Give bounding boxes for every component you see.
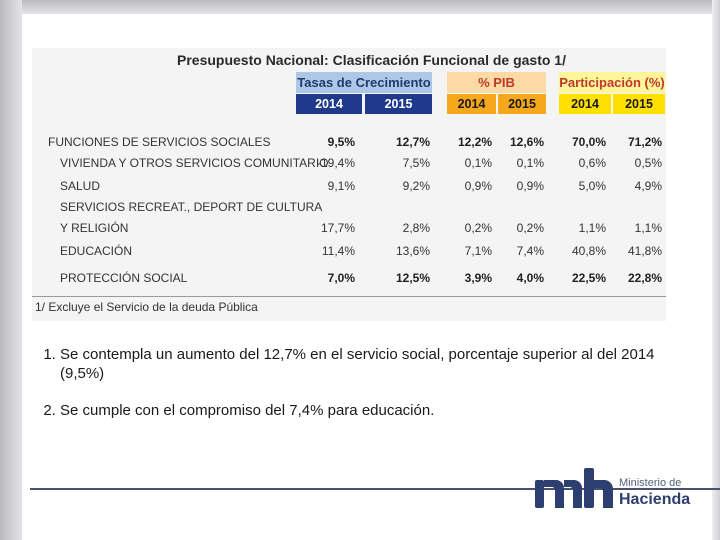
header-pib: % PIB — [447, 72, 546, 93]
table-cell: 3,9% — [464, 271, 492, 285]
note-item: Se contempla un aumento del 12,7% en el … — [60, 345, 660, 383]
slide-frame-top — [0, 0, 720, 14]
table-cell: 71,2% — [627, 135, 662, 149]
table-cell: 0,1% — [516, 156, 544, 170]
year-header: 2015 — [498, 94, 546, 114]
table-cell: 22,8% — [627, 271, 662, 285]
table-cell: 13,6% — [395, 244, 430, 258]
table-cell: 2,8% — [402, 221, 430, 235]
slide-frame-left — [0, 0, 22, 540]
slide-frame-right — [712, 0, 720, 540]
logo-line2: Hacienda — [619, 491, 690, 508]
header-participacion: Participación (%) — [559, 72, 665, 93]
table-cell: 5,0% — [578, 179, 606, 193]
table-cell: 7,0% — [327, 271, 355, 285]
table-cell: 4,0% — [516, 271, 544, 285]
table-cell: 4,9% — [634, 179, 662, 193]
table-cell: 12,7% — [395, 135, 430, 149]
table-cell: -19,4% — [316, 156, 355, 170]
row-label: FUNCIONES DE SERVICIOS SOCIALES — [48, 135, 271, 149]
table-cell: 12,6% — [509, 135, 544, 149]
row-label: EDUCACIÓN — [60, 244, 133, 258]
table-cell: 0,9% — [516, 179, 544, 193]
table-cell: 7,5% — [402, 156, 430, 170]
table-cell: 0,9% — [464, 179, 492, 193]
table-footnote: 1/ Excluye el Servicio de la deuda Públi… — [35, 300, 258, 314]
table-cell: 41,8% — [627, 244, 662, 258]
table-cell: 9,5% — [327, 135, 355, 149]
table-cell: 17,7% — [320, 221, 355, 235]
row-label-continued: Y RELIGIÓN — [60, 221, 129, 235]
logo-line1: Ministerio de — [619, 477, 681, 489]
table-cell: 0,2% — [516, 221, 544, 235]
table-cell: 22,5% — [571, 271, 606, 285]
table-title: Presupuesto Nacional: Clasificación Func… — [177, 52, 566, 68]
table-cell: 0,2% — [464, 221, 492, 235]
table-cell: 0,1% — [464, 156, 492, 170]
year-header: 2014 — [447, 94, 496, 114]
footnote-divider — [32, 296, 666, 297]
table-cell: 12,5% — [395, 271, 430, 285]
notes-list: Se contempla un aumento del 12,7% en el … — [30, 345, 660, 438]
ministerio-hacienda-logo: Ministerio de Hacienda — [535, 468, 690, 508]
table-cell: 1,1% — [578, 221, 606, 235]
row-label: SERVICIOS RECREAT., DEPORT DE CULTURA — [60, 200, 323, 214]
table-cell: 70,0% — [571, 135, 606, 149]
table-cell: 7,4% — [516, 244, 544, 258]
table-cell: 0,6% — [578, 156, 606, 170]
note-item: Se cumple con el compromiso del 7,4% par… — [60, 401, 660, 420]
header-tasas-crecimiento: Tasas de Crecimiento — [296, 72, 432, 93]
table-cell: 40,8% — [571, 244, 606, 258]
year-header: 2014 — [559, 94, 611, 114]
year-header: 2015 — [613, 94, 665, 114]
row-label: SALUD — [60, 179, 101, 193]
table-cell: 12,2% — [457, 135, 492, 149]
table-cell: 1,1% — [634, 221, 662, 235]
table-cell: 7,1% — [464, 244, 492, 258]
table-cell: 11,4% — [321, 244, 355, 258]
budget-table: Presupuesto Nacional: Clasificación Func… — [32, 48, 666, 321]
table-cell: 9,1% — [327, 179, 355, 193]
year-header: 2015 — [365, 94, 432, 114]
table-cell: 0,5% — [634, 156, 662, 170]
table-cell: 9,2% — [402, 179, 430, 193]
row-label: VIVIENDA Y OTROS SERVICIOS COMUNITARIO — [60, 156, 329, 170]
year-header: 2014 — [296, 94, 362, 114]
footer-divider — [30, 488, 720, 490]
row-label: PROTECCIÓN SOCIAL — [60, 271, 188, 285]
